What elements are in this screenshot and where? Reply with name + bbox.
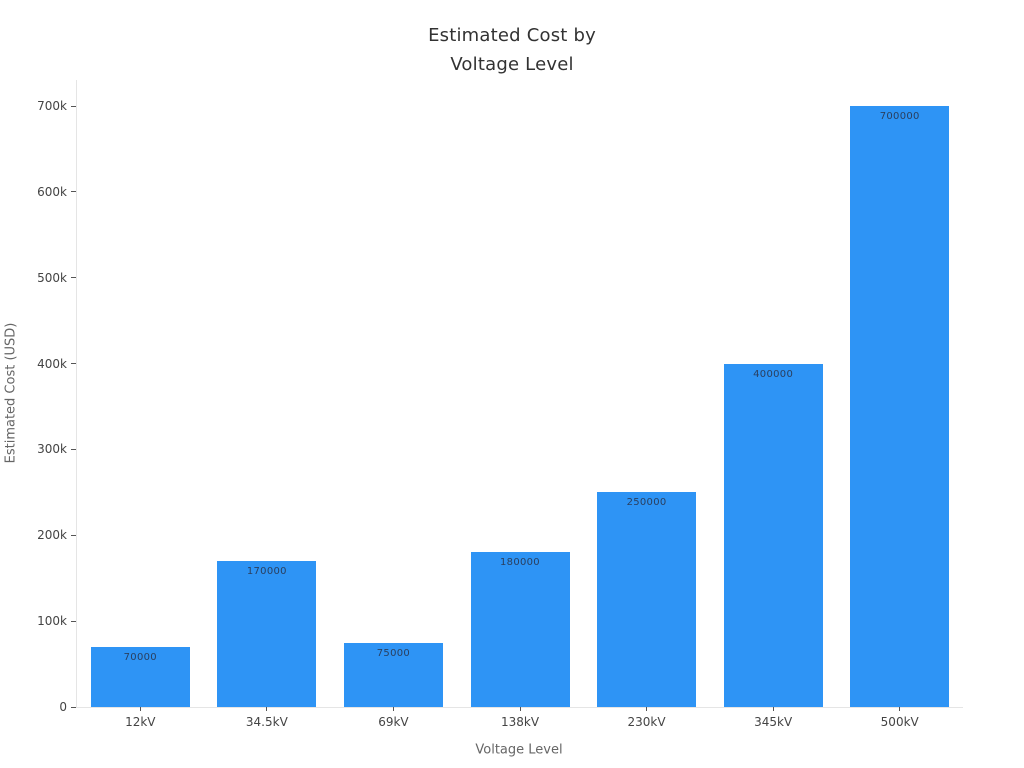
x-tick-mark [772,707,774,711]
y-tick-mark [71,277,76,279]
bar: 75000 [343,642,443,707]
y-tick-mark [71,534,76,536]
x-tick-mark [266,707,268,711]
x-tick-label: 230kV [627,715,666,729]
plot-area: 0 100k 200k 300k 400k 500k 600k 700k 70000 12kV 17… [37,80,963,729]
y-tick-label: 0 [59,700,67,714]
bar-value-label: 250000 [626,497,667,509]
bar: 400000 [723,363,823,707]
y-tick-mark [71,105,76,107]
x-tick-mark [139,707,141,711]
y-tick-label: 400k [37,356,67,371]
x-tick-label: 12kV [125,715,156,729]
y-tick-label: 100k [37,614,67,629]
x-tick-label: 34.5kV [245,715,288,729]
bar-value-label: 700000 [879,111,920,122]
y-tick-mark [71,706,76,708]
chart-title: Estimated Cost by Voltage Level [0,21,1024,79]
x-tick-mark [899,707,901,711]
y-tick-mark [71,448,76,450]
x-tick-mark [519,707,521,711]
y-tick-mark [71,620,76,622]
y-axis-title: Estimated Cost (USD) [3,322,19,464]
x-tick-label: 69kV [378,715,409,729]
y-tick-mark [71,191,76,193]
chart-title-line-2: Voltage Level [450,54,574,75]
y-tick-label: 300k [37,442,67,457]
y-tick-label: 200k [37,528,67,543]
bar-value-label: 180000 [500,557,540,569]
x-tick-label: 500kV [880,715,919,729]
y-tick-label: 500k [37,270,67,285]
x-tick-mark [646,707,648,711]
bar-value-label: 75000 [376,647,411,659]
x-tick-label: 345kV [754,715,793,729]
chart-title-line-1: Estimated Cost by [428,25,596,46]
bar-value-label: 400000 [753,368,794,380]
bar-value-label: 170000 [246,566,287,578]
y-tick-label: 700k [37,99,67,113]
y-tick-label: 600k [37,184,67,199]
x-axis-title: Voltage Level [475,742,563,758]
x-tick-mark [392,707,394,711]
bar-value-label: 70000 [123,651,157,663]
bar: 250000 [597,492,697,707]
bar: 700000 [850,106,950,707]
x-tick-label: 138kV [500,715,540,729]
bar: 70000 [90,646,190,707]
bar: 170000 [217,561,317,707]
bar: 180000 [470,552,570,707]
y-tick-mark [71,363,76,365]
